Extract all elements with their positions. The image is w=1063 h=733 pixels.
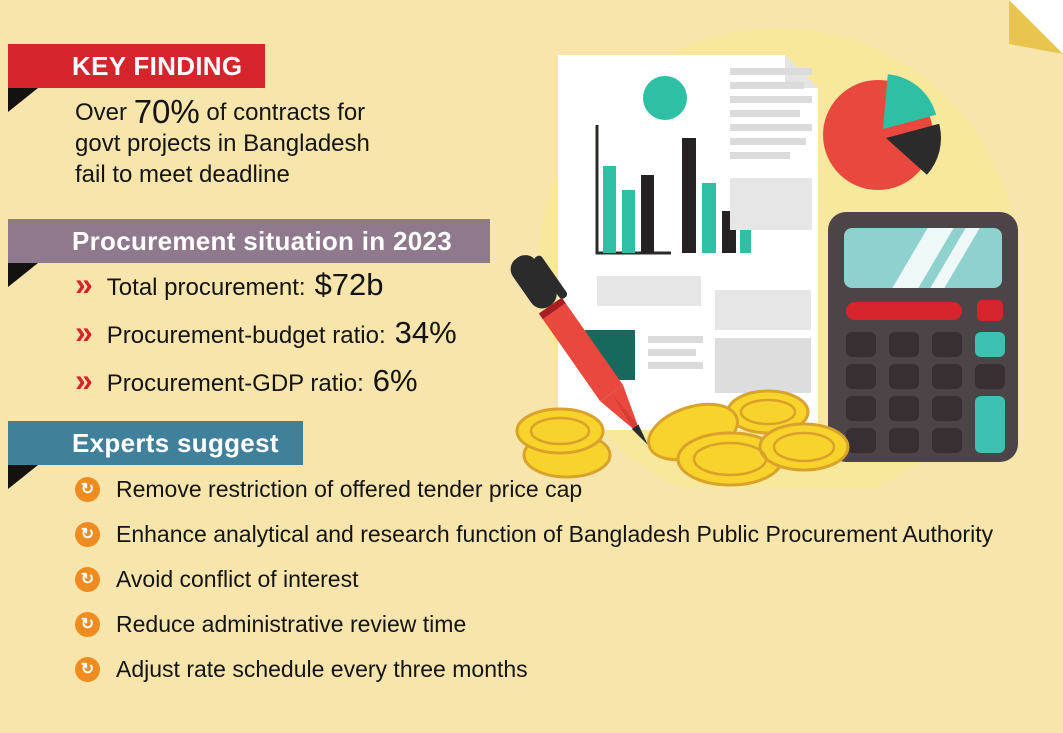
ribbon-fold-icon [8,465,38,489]
list-item-text: Adjust rate schedule every three months [116,656,528,682]
stat-row: » Procurement-budget ratio: 34% [75,316,457,350]
list-item: ↻ Avoid conflict of interest [75,564,1035,594]
circular-arrow-icon: ↻ [75,476,100,502]
ribbon-fold-icon [8,263,38,287]
stat-label: Procurement-GDP ratio: [106,370,364,397]
experts-banner: Experts suggest [8,421,303,465]
list-item-text: Avoid conflict of interest [116,566,359,592]
stat-label: Procurement-budget ratio: [106,322,386,349]
key-finding-text: Over 70% of contracts for govt projects … [75,95,395,190]
procurement-stats: » Total procurement: $72b » Procurement-… [75,268,457,398]
list-item: ↻ Enhance analytical and research functi… [75,519,1035,549]
list-item: ↻ Adjust rate schedule every three month… [75,654,1035,684]
double-chevron-icon: » [75,362,93,398]
list-item: ↻ Remove restriction of offered tender p… [75,474,1035,504]
stat-row: » Total procurement: $72b [75,268,457,302]
calculator-icon [828,212,1018,462]
circular-arrow-icon: ↻ [75,521,100,547]
illustration [510,28,1018,488]
pie-chart-icon [823,74,941,190]
coins-icon [515,389,850,487]
pen-icon [510,255,648,445]
experts-title: Experts suggest [72,427,279,458]
list-item-text: Enhance analytical and research function… [116,521,994,547]
procurement-banner: Procurement situation in 2023 [8,219,490,263]
document-with-charts-icon [558,55,818,430]
double-chevron-icon: » [75,314,93,350]
key-finding-title: KEY FINDING [72,50,243,81]
list-item-text: Reduce administrative review time [116,611,467,637]
finding-suffix: of contracts for govt projects in Bangla… [75,99,370,188]
double-chevron-icon: » [75,266,93,302]
stat-value: $72b [314,267,384,302]
list-item-text: Remove restriction of offered tender pri… [116,476,583,502]
page-fold-corner-icon [1009,0,1063,54]
list-item: ↻ Reduce administrative review time [75,609,1035,639]
experts-list: ↻ Remove restriction of offered tender p… [75,474,1035,684]
stat-value: 34% [394,315,457,350]
circular-arrow-icon: ↻ [75,656,100,682]
stat-row: » Procurement-GDP ratio: 6% [75,364,457,398]
finding-highlight: 70% [133,93,200,130]
finding-prefix: Over [75,99,128,126]
circular-arrow-icon: ↻ [75,566,100,592]
circular-arrow-icon: ↻ [75,611,100,637]
stat-label: Total procurement: [106,274,306,301]
ribbon-fold-icon [8,88,38,112]
procurement-title: Procurement situation in 2023 [72,225,453,256]
key-finding-banner: KEY FINDING [8,44,265,88]
stat-value: 6% [372,363,418,398]
